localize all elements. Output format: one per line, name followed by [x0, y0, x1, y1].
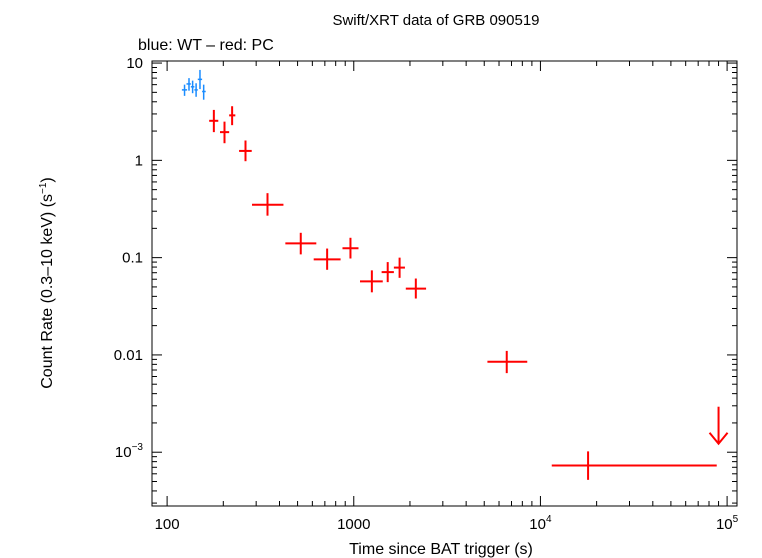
pc-data-point — [229, 106, 236, 126]
y-axis-label: Count Rate (0.3–10 keV) (s−1) — [38, 177, 56, 389]
x-tick-label: 104 — [529, 514, 552, 533]
data-points — [181, 69, 729, 480]
y-axis-label-exponent: −1 — [38, 182, 49, 194]
chart-title: Swift/XRT data of GRB 090519 — [332, 12, 539, 29]
y-tick-base: 10 — [115, 444, 132, 461]
pc-data-point — [313, 248, 341, 270]
y-tick-label: 0.1 — [122, 250, 143, 267]
x-tick-label: 1000 — [337, 516, 370, 533]
y-axis-label-close: ) — [39, 177, 56, 182]
x-axis-label: Time since BAT trigger (s) — [349, 541, 533, 558]
pc-data-point — [342, 237, 359, 259]
upper-limit-head — [708, 432, 729, 446]
y-tick-label: 10−3 — [115, 442, 144, 461]
wt-data-point — [186, 78, 191, 91]
pc-data-point — [551, 451, 717, 480]
wt-data-point — [181, 84, 188, 96]
pc-data-point — [219, 121, 230, 144]
pc-data-point — [393, 257, 405, 278]
wt-data-point — [190, 80, 195, 94]
y-axis-label-main: Count Rate (0.3–10 keV) (s — [39, 194, 56, 389]
y-tick-label: 1 — [135, 152, 143, 169]
x-tick-label: 105 — [716, 514, 739, 533]
x-tick-base: 10 — [716, 516, 733, 533]
x-tick-label: 100 — [155, 516, 180, 533]
pc-data-point — [285, 232, 317, 255]
pc-data-point — [487, 350, 528, 374]
y-tick-exponent: −3 — [132, 442, 144, 453]
pc-data-point — [209, 109, 219, 133]
x-tick-exponent: 4 — [546, 514, 552, 525]
axis-ticks — [152, 61, 737, 506]
chart-subtitle: blue: WT – red: PC — [138, 37, 274, 54]
y-tick-label: 10 — [126, 55, 143, 72]
x-tick-exponent: 5 — [733, 514, 739, 525]
pc-data-point — [239, 140, 252, 162]
pc-upper-limit-arrow — [708, 406, 729, 446]
pc-data-point — [405, 278, 427, 299]
pc-data-point — [381, 262, 394, 283]
plot-frame — [151, 60, 738, 507]
wt-data-point — [202, 84, 206, 100]
x-tick-labels: 100 1000 104 105 — [155, 514, 739, 533]
x-tick-base: 10 — [529, 516, 546, 533]
wt-data-point — [194, 83, 198, 97]
wt-data-point — [197, 69, 203, 90]
pc-data-point — [252, 193, 284, 216]
pc-data-point — [360, 270, 383, 293]
y-tick-label: 0.01 — [114, 347, 143, 364]
